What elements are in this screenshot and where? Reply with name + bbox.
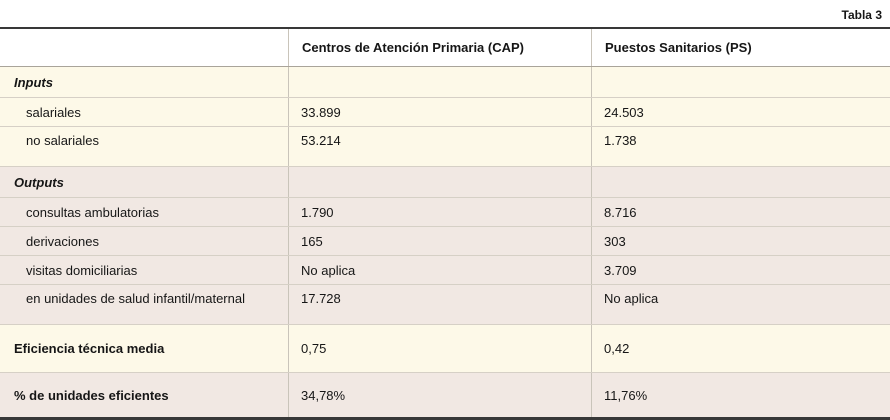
table-row: salariales 33.899 24.503 xyxy=(0,98,890,127)
row-label: consultas ambulatorias xyxy=(26,204,159,220)
table-row: Eficiencia técnica media 0,75 0,42 xyxy=(0,325,890,373)
table-header-row: Centros de Atención Primaria (CAP) Puest… xyxy=(0,29,890,67)
ps-value: 1.738 xyxy=(591,127,890,166)
bottom-rule xyxy=(0,417,890,420)
cap-value: 53.214 xyxy=(288,127,591,166)
cap-value: 17.728 xyxy=(288,285,591,324)
cap-value: 0,75 xyxy=(288,325,591,372)
row-label: Inputs xyxy=(14,74,53,90)
row-label: en unidades de salud infantil/maternal xyxy=(26,291,245,306)
column-header-ps: Puestos Sanitarios (PS) xyxy=(591,29,890,66)
row-label: derivaciones xyxy=(26,233,99,249)
top-rule xyxy=(0,27,890,29)
column-header-empty xyxy=(0,29,288,66)
ps-value: 0,42 xyxy=(591,325,890,372)
cap-value xyxy=(288,167,591,197)
table-row: no salariales 53.214 1.738 xyxy=(0,127,890,167)
table-row: consultas ambulatorias 1.790 8.716 xyxy=(0,198,890,227)
row-label: salariales xyxy=(26,104,81,120)
row-label: no salariales xyxy=(26,133,99,148)
cap-value: 33.899 xyxy=(288,98,591,126)
table-row: Outputs xyxy=(0,167,890,198)
cap-value xyxy=(288,67,591,97)
ps-value: No aplica xyxy=(591,285,890,324)
ps-value: 8.716 xyxy=(591,198,890,226)
ps-value: 11,76% xyxy=(591,373,890,417)
cap-value: 1.790 xyxy=(288,198,591,226)
table-row: derivaciones 165 303 xyxy=(0,227,890,256)
row-label: visitas domiciliarias xyxy=(26,262,138,278)
table-row: en unidades de salud infantil/maternal 17… xyxy=(0,285,890,325)
ps-value: 24.503 xyxy=(591,98,890,126)
row-label: Outputs xyxy=(14,174,64,190)
cap-value: No aplica xyxy=(288,256,591,284)
table-body: Inputs salariales 33.899 24.503 no salariale… xyxy=(0,67,890,417)
cap-value: 34,78% xyxy=(288,373,591,417)
column-header-cap: Centros de Atención Primaria (CAP) xyxy=(288,29,591,66)
ps-value xyxy=(591,67,890,97)
row-label: Eficiencia técnica media xyxy=(14,341,165,356)
table-row: % de unidades eficientes 34,78% 11,76% xyxy=(0,373,890,417)
table-row: Inputs xyxy=(0,67,890,98)
ps-value: 3.709 xyxy=(591,256,890,284)
ps-value xyxy=(591,167,890,197)
cap-value: 165 xyxy=(288,227,591,255)
ps-value: 303 xyxy=(591,227,890,255)
table-caption: Tabla 3 xyxy=(841,8,882,22)
row-label: % de unidades eficientes xyxy=(14,387,169,403)
table-row: visitas domiciliarias No aplica 3.709 xyxy=(0,256,890,285)
